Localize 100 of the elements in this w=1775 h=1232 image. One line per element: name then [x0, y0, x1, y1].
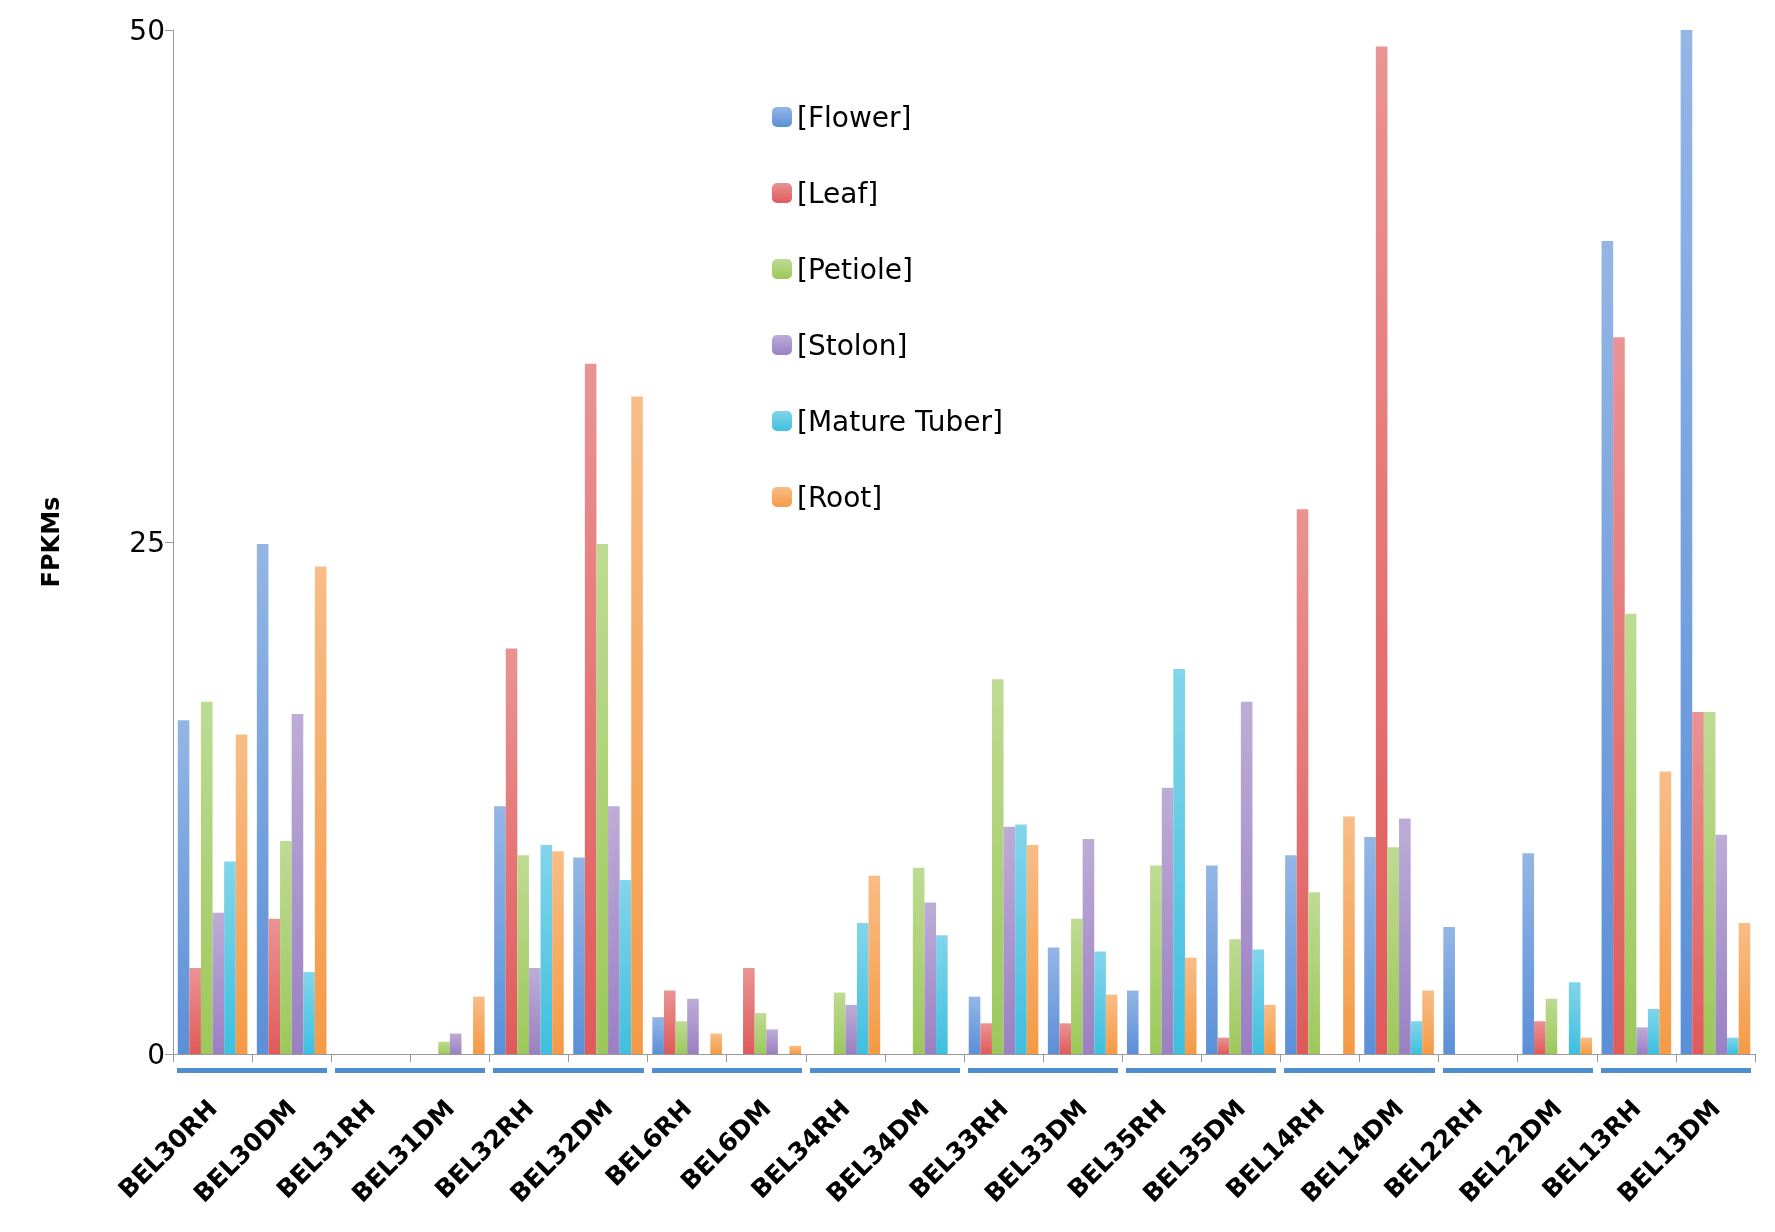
bar — [1343, 816, 1355, 1054]
y-tick-label: 25 — [129, 525, 165, 559]
bar — [189, 967, 201, 1054]
bar — [980, 1023, 992, 1054]
bar — [652, 1017, 664, 1054]
bar — [1173, 668, 1185, 1054]
bar — [1680, 30, 1693, 1054]
bar — [200, 701, 213, 1054]
bar — [710, 1033, 722, 1054]
bar — [754, 1013, 767, 1054]
bar — [1150, 865, 1162, 1054]
bar — [868, 875, 881, 1054]
bar — [528, 967, 541, 1054]
bar — [619, 879, 632, 1054]
bar — [1580, 1037, 1593, 1054]
bar — [991, 679, 1004, 1054]
bar — [1422, 990, 1434, 1054]
bar — [280, 841, 292, 1054]
bar — [1308, 892, 1320, 1054]
bar — [1659, 771, 1672, 1054]
bar — [1126, 990, 1139, 1054]
bar — [1647, 1008, 1660, 1054]
bar — [505, 648, 518, 1054]
bar — [1252, 949, 1265, 1054]
legend-label: [Mature Tuber] — [796, 404, 1004, 438]
bar — [1217, 1037, 1230, 1054]
bar — [573, 857, 585, 1054]
bar — [256, 544, 269, 1054]
bar — [1443, 927, 1455, 1054]
bar — [596, 544, 609, 1054]
bar — [1082, 838, 1095, 1054]
bar — [936, 935, 948, 1054]
bar — [517, 855, 529, 1054]
bar — [1636, 1027, 1648, 1054]
bar — [1410, 1021, 1423, 1054]
bar — [912, 867, 925, 1054]
bar — [833, 992, 846, 1054]
bar — [303, 972, 315, 1054]
bar — [177, 720, 190, 1054]
bar — [1026, 845, 1039, 1054]
bar — [924, 902, 937, 1054]
bar — [1375, 46, 1388, 1054]
bar — [968, 996, 981, 1054]
bar — [1738, 922, 1751, 1054]
bar — [845, 1004, 857, 1054]
bar — [438, 1041, 450, 1054]
bar — [608, 806, 620, 1054]
bar — [1059, 1023, 1072, 1054]
bar — [1003, 826, 1016, 1054]
bar — [1534, 1021, 1546, 1054]
bar — [1184, 957, 1197, 1054]
bar — [766, 1029, 778, 1054]
bar — [473, 996, 485, 1054]
bar — [1568, 982, 1581, 1054]
bar — [1613, 337, 1625, 1054]
bar — [1364, 836, 1376, 1054]
bar — [235, 734, 248, 1054]
bar — [856, 922, 869, 1054]
y-tick-label: 0 — [147, 1037, 165, 1071]
bar — [224, 861, 236, 1054]
bar — [1727, 1037, 1739, 1054]
bar — [1715, 834, 1728, 1054]
y-axis-title: FPKMs — [37, 496, 65, 588]
bar — [449, 1033, 462, 1054]
bar — [268, 918, 281, 1054]
bar — [1545, 998, 1558, 1054]
bar — [1692, 711, 1704, 1054]
bar — [1285, 855, 1297, 1054]
bar — [1522, 853, 1535, 1054]
bar — [1015, 824, 1027, 1054]
bar — [1703, 711, 1716, 1054]
bar — [1105, 994, 1118, 1054]
legend-label: [Leaf] — [796, 176, 879, 210]
bar — [1094, 951, 1106, 1054]
bar — [663, 990, 676, 1054]
bar — [584, 363, 597, 1054]
bar — [1387, 847, 1400, 1054]
legend-label: [Stolon] — [796, 328, 908, 362]
bar — [1229, 939, 1241, 1054]
bar — [1206, 865, 1218, 1054]
bar — [212, 912, 225, 1054]
bar — [1296, 509, 1309, 1054]
legend-label: [Petiole] — [796, 252, 913, 286]
bar — [1240, 701, 1253, 1054]
bar — [789, 1045, 802, 1054]
bar — [687, 998, 699, 1054]
bar — [314, 566, 327, 1054]
bar — [494, 806, 506, 1054]
bar — [1071, 918, 1083, 1054]
bar — [1161, 787, 1174, 1054]
bar — [1624, 613, 1637, 1054]
legend-label: [Root] — [796, 480, 883, 514]
bar — [631, 396, 643, 1054]
bar — [1264, 1004, 1276, 1054]
bar — [291, 714, 304, 1054]
bar — [1399, 818, 1411, 1054]
y-tick-label: 50 — [129, 13, 165, 47]
bar — [675, 1021, 688, 1054]
bar — [540, 845, 553, 1054]
bar — [1601, 240, 1614, 1054]
